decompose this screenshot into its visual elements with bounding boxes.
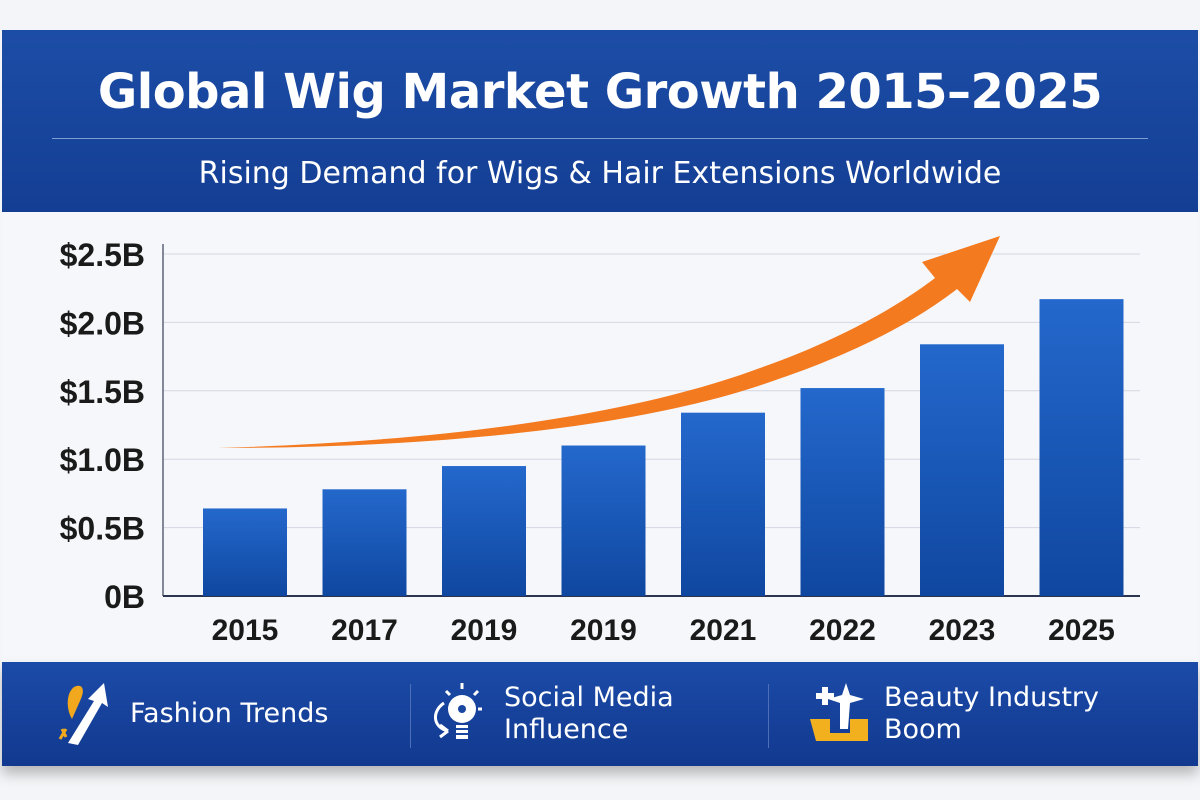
bar-2015 bbox=[203, 508, 287, 596]
bar-2022 bbox=[800, 388, 885, 596]
x-tick-label: 2019 bbox=[570, 614, 637, 647]
x-tick-label: 2022 bbox=[809, 614, 876, 647]
y-tick-label: $2.0B bbox=[60, 305, 145, 341]
bar-2021 bbox=[681, 412, 765, 596]
driver-fashion-trends: Fashion Trends bbox=[52, 662, 328, 766]
title-divider bbox=[52, 138, 1148, 139]
x-tick-label: 2019 bbox=[451, 614, 518, 647]
chart-title: Global Wig Market Growth 2015–2025 bbox=[97, 64, 1103, 120]
y-tick-label: $1.0B bbox=[60, 442, 145, 478]
title-banner: Global Wig Market Growth 2015–2025 Risin… bbox=[2, 30, 1198, 212]
driver-beauty-industry: Beauty Industry Boom bbox=[806, 662, 1099, 766]
chart-subtitle: Rising Demand for Wigs & Hair Extensions… bbox=[198, 156, 1002, 191]
driver-label: Fashion Trends bbox=[130, 698, 329, 729]
arrow-up-trend-icon bbox=[58, 683, 108, 745]
sparkle-box-icon bbox=[810, 683, 868, 741]
trend-arrow bbox=[218, 236, 1000, 448]
x-tick-label: 2017 bbox=[331, 614, 398, 647]
divider bbox=[410, 684, 411, 748]
divider bbox=[768, 684, 769, 748]
y-tick-label: $2.5B bbox=[60, 237, 145, 273]
x-tick-label: 2015 bbox=[212, 614, 279, 647]
lightbulb-icon bbox=[434, 683, 482, 739]
y-tick-label: $1.5B bbox=[60, 374, 145, 410]
bar-2025 bbox=[1039, 299, 1124, 596]
driver-label: Beauty Industry Boom bbox=[884, 682, 1099, 745]
driver-label: Social Media Influence bbox=[504, 682, 674, 745]
drivers-banner: Fashion Trends Social Media Influence Bea… bbox=[2, 662, 1198, 766]
x-tick-label: 2023 bbox=[929, 614, 996, 647]
bar-2019 bbox=[442, 466, 526, 596]
y-tick-label: 0B bbox=[104, 579, 145, 615]
bar-2017 bbox=[322, 489, 407, 596]
y-tick-label: $0.5B bbox=[60, 511, 145, 547]
x-tick-label: 2021 bbox=[690, 614, 757, 647]
bar-2023 bbox=[920, 344, 1004, 596]
bar-2019 bbox=[561, 445, 646, 596]
driver-social-media: Social Media Influence bbox=[426, 662, 674, 766]
x-tick-label: 2025 bbox=[1048, 614, 1115, 647]
